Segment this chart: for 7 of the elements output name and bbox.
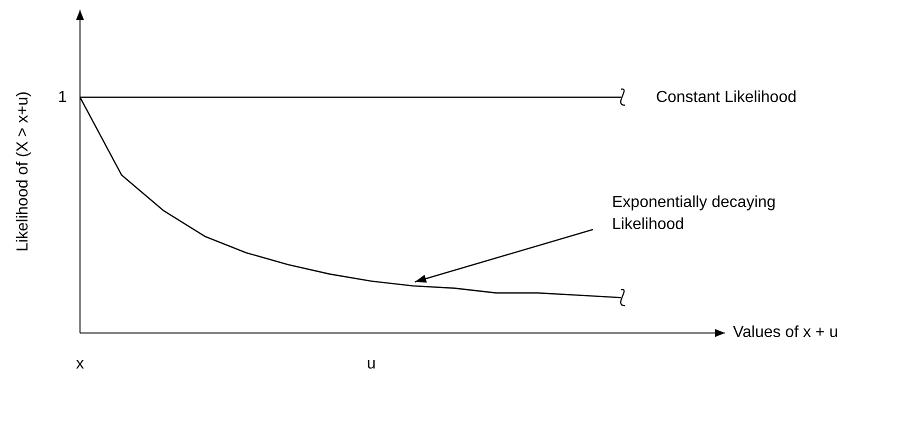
annotation: Exponentially decaying Likelihood bbox=[612, 192, 777, 235]
x-tick-label: u bbox=[366, 355, 376, 372]
annotation: 1 bbox=[58, 88, 67, 108]
y-axis-title: Likelihood of (X > x+u) bbox=[14, 91, 32, 252]
text: Constant Likelihood bbox=[656, 88, 796, 108]
x-tick-label: x bbox=[76, 355, 84, 372]
text: Values of x + u bbox=[733, 323, 838, 343]
